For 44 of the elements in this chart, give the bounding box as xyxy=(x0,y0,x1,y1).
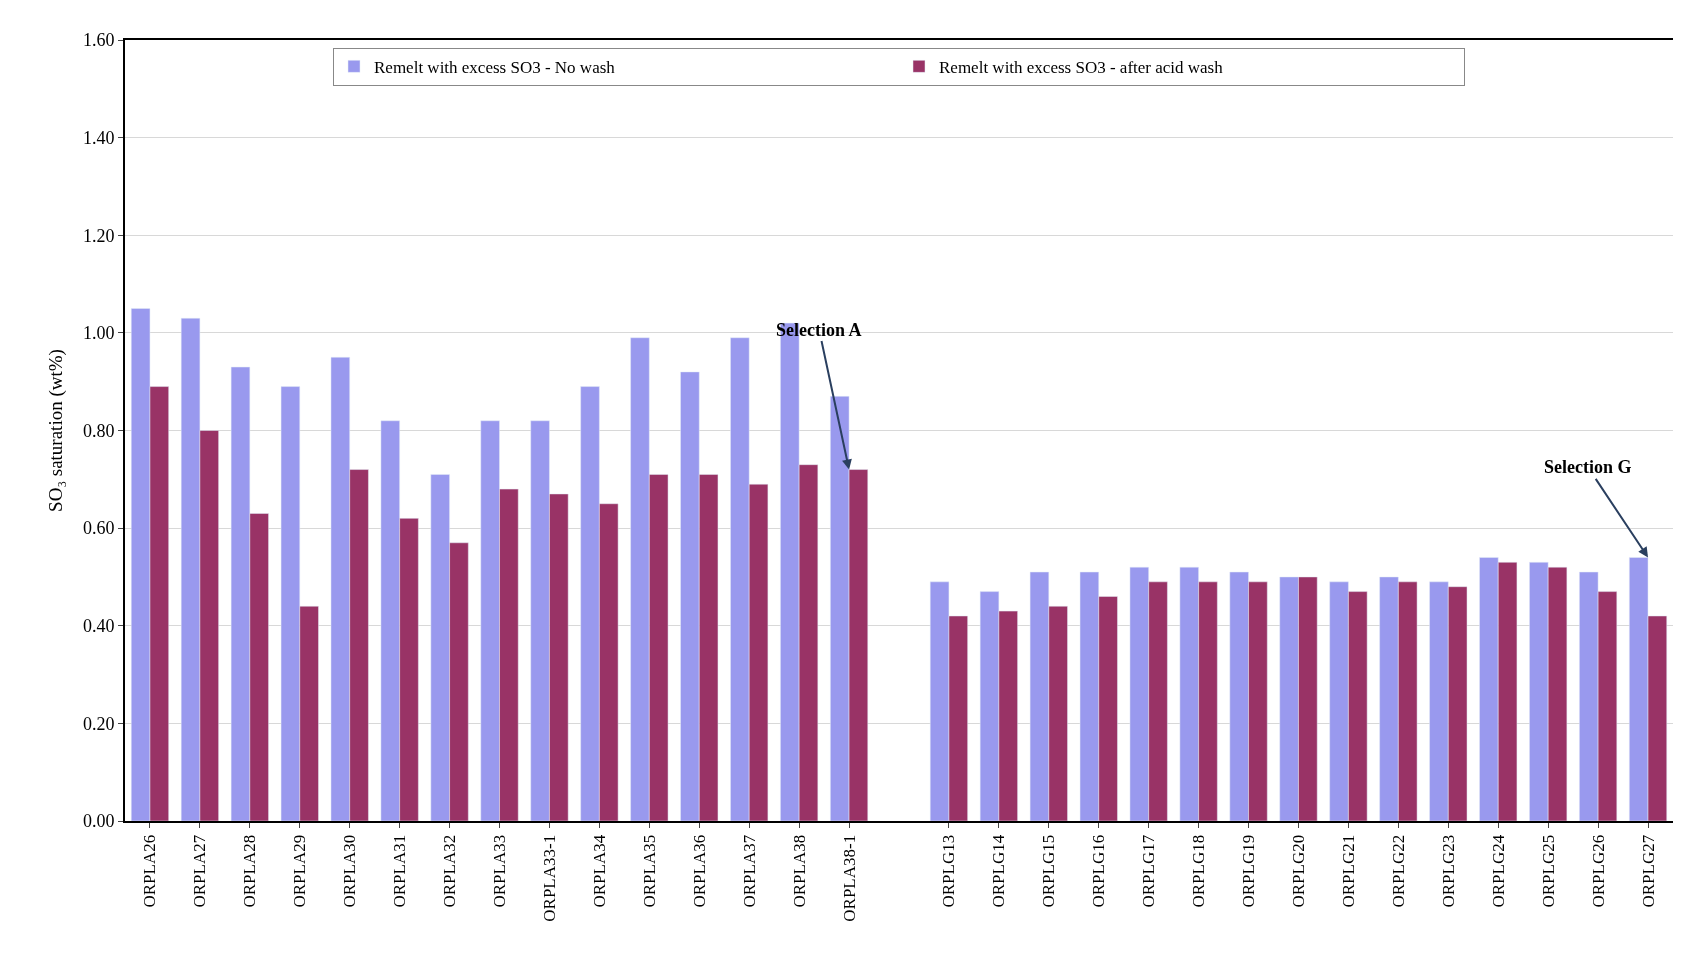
x-tick-label: ORPLG22 xyxy=(1388,834,1408,908)
x-tick-label: ORPLG24 xyxy=(1488,834,1508,908)
y-tick-label: 0.80 xyxy=(82,420,115,441)
x-tick-label: ORPLG20 xyxy=(1289,834,1309,908)
x-tick-label: ORPLA29 xyxy=(290,834,310,908)
x-tick-label: ORPLA28 xyxy=(240,834,260,908)
x-tick-label: ORPLG18 xyxy=(1189,834,1209,908)
x-tick-label: ORPLA27 xyxy=(190,834,210,908)
x-tick-label: ORPLA26 xyxy=(140,834,160,908)
x-tick-label: ORPLG15 xyxy=(1039,834,1059,908)
x-tick-label: ORPLA37 xyxy=(739,834,759,908)
y-axis-title: SO₃ saturation (wt%) xyxy=(45,349,68,512)
x-tick-label: ORPLA38 xyxy=(789,834,809,908)
x-tick-label: ORPLG26 xyxy=(1588,834,1608,908)
x-tick-label: ORPLG14 xyxy=(989,834,1009,908)
y-tick-label: 0.00 xyxy=(82,811,115,832)
y-tick-label: 0.40 xyxy=(82,616,115,637)
x-tick-label: ORPLG17 xyxy=(1139,834,1159,908)
y-tick-label: 1.60 xyxy=(82,30,115,51)
y-tick-label: 1.20 xyxy=(82,225,115,246)
x-tick-label: ORPLA31 xyxy=(390,834,410,908)
x-tick-label: ORPLA34 xyxy=(589,834,609,908)
y-tick-label: 0.60 xyxy=(82,518,115,539)
y-tick-label: 1.40 xyxy=(82,127,115,148)
x-tick-label: ORPLG13 xyxy=(939,834,959,908)
y-tick-label: 1.00 xyxy=(82,323,115,344)
x-tick-label: ORPLG23 xyxy=(1438,834,1458,908)
x-tick-label: ORPLA33-1 xyxy=(539,834,559,922)
legend-label: Remelt with excess SO3 - No wash xyxy=(374,57,616,77)
x-tick-label: ORPLG27 xyxy=(1638,834,1658,908)
x-tick-label: ORPLG25 xyxy=(1538,834,1558,908)
x-tick-label: ORPLA30 xyxy=(340,834,360,908)
annotation: Selection A xyxy=(776,320,862,340)
x-tick-label: ORPLA32 xyxy=(440,834,460,908)
y-tick-label: 0.20 xyxy=(82,713,115,734)
legend-label: Remelt with excess SO3 - after acid wash xyxy=(939,57,1224,77)
annotation: Selection G xyxy=(1544,457,1632,477)
x-tick-label: ORPLA35 xyxy=(639,834,659,908)
x-tick-label: ORPLG16 xyxy=(1089,834,1109,908)
x-tick-label: ORPLA38-1 xyxy=(839,834,859,922)
x-tick-label: ORPLA33 xyxy=(490,834,510,908)
x-tick-label: ORPLG19 xyxy=(1239,834,1259,908)
x-tick-label: ORPLG21 xyxy=(1338,834,1358,908)
x-tick-label: ORPLA36 xyxy=(689,834,709,908)
